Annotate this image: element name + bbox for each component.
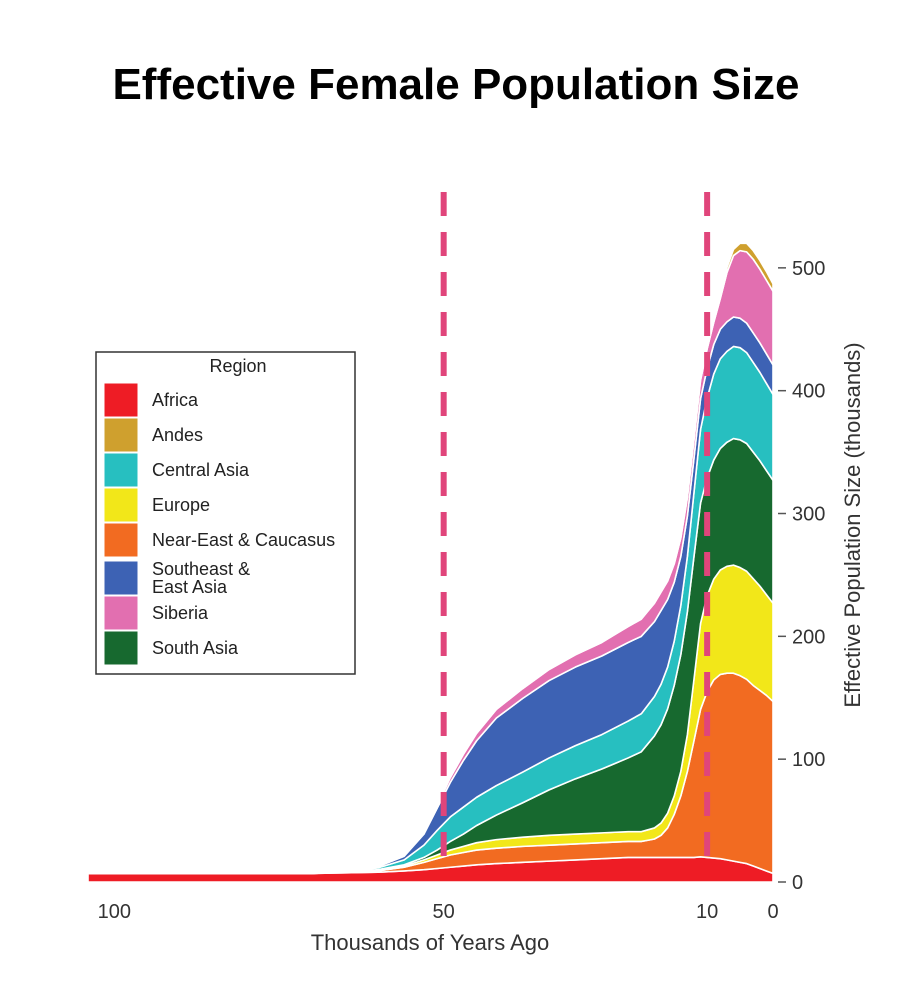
legend-item-south-asia: South Asia bbox=[103, 630, 239, 666]
legend-swatch bbox=[103, 522, 139, 558]
legend-swatch bbox=[103, 630, 139, 666]
legend-label: South Asia bbox=[152, 638, 239, 658]
legend-swatch bbox=[103, 595, 139, 631]
area-andes bbox=[87, 242, 774, 875]
legend-label: Central Asia bbox=[152, 460, 250, 480]
y-axis-title: Effective Population Size (thousands) bbox=[840, 342, 865, 707]
legend-item-southeast-and-east-asia: Southeast &East Asia bbox=[103, 559, 250, 597]
legend-label: Near-East & Caucasus bbox=[152, 530, 335, 550]
legend-items: Africa Andes Central Asia Europe Near-East &… bbox=[103, 382, 335, 666]
legend-swatch bbox=[103, 452, 139, 488]
legend-item-europe: Europe bbox=[103, 487, 210, 523]
legend-swatch bbox=[103, 560, 139, 596]
chart-title: Effective Female Population Size bbox=[112, 60, 800, 109]
legend-label: Southeast & bbox=[152, 559, 250, 579]
x-tick-label: 100 bbox=[98, 901, 131, 923]
legend-swatch bbox=[103, 382, 139, 418]
y-tick-label: 0 bbox=[792, 872, 803, 894]
legend-item-near-east-and-caucasus: Near-East & Caucasus bbox=[103, 522, 335, 558]
y-tick-label: 200 bbox=[792, 626, 825, 648]
legend-item-siberia: Siberia bbox=[103, 595, 209, 631]
y-tick-label: 100 bbox=[792, 749, 825, 771]
y-tick-label: 500 bbox=[792, 258, 825, 280]
y-axis: 0 100 200 300 400 500 bbox=[778, 258, 825, 894]
legend-title: Region bbox=[209, 356, 266, 376]
legend-item-africa: Africa bbox=[103, 382, 199, 418]
y-tick-label: 400 bbox=[792, 381, 825, 403]
legend-swatch bbox=[103, 417, 139, 453]
legend-label: Siberia bbox=[152, 603, 209, 623]
legend-item-central-asia: Central Asia bbox=[103, 452, 250, 488]
legend-box bbox=[95, 351, 356, 675]
y-tick-label: 300 bbox=[792, 504, 825, 526]
legend-label: Andes bbox=[152, 425, 203, 445]
legend-label: East Asia bbox=[152, 577, 228, 597]
legend-label: Africa bbox=[152, 390, 199, 410]
legend-label: Europe bbox=[152, 495, 210, 515]
x-axis: 100 50 10 0 bbox=[98, 901, 779, 923]
x-tick-label: 0 bbox=[767, 901, 778, 923]
x-axis-title: Thousands of Years Ago bbox=[311, 930, 550, 955]
x-tick-label: 50 bbox=[433, 901, 455, 923]
legend: Region Africa Andes Central Asia Europe Near… bbox=[95, 351, 356, 675]
x-tick-label: 10 bbox=[696, 901, 718, 923]
reference-lines bbox=[440, 192, 711, 872]
legend-item-andes: Andes bbox=[103, 417, 203, 453]
legend-swatch bbox=[103, 487, 139, 523]
